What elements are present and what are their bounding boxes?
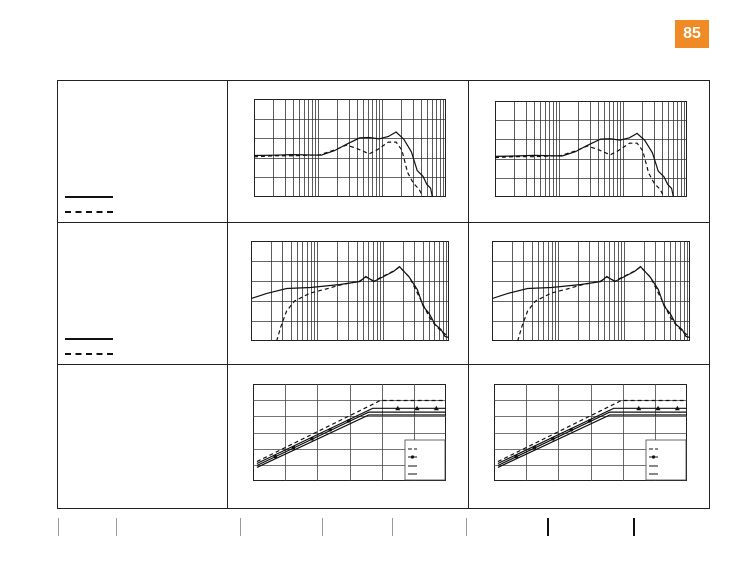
plot-frame (492, 241, 690, 341)
series-line-solid (254, 131, 434, 197)
data-point-marker (514, 454, 518, 459)
series-line-dashed (256, 399, 446, 463)
data-point-marker (414, 405, 420, 411)
data-point-marker (328, 428, 332, 432)
data-point-marker (433, 405, 439, 411)
series-line-triangle (497, 407, 687, 465)
series-line-solid (497, 414, 687, 468)
footer-divider (322, 518, 323, 536)
footer-divider (392, 518, 393, 536)
series-line-dashed (497, 399, 687, 463)
data-point-marker (674, 405, 680, 411)
legend-dashed-line (65, 353, 113, 355)
data-point-marker (395, 405, 401, 411)
series-line-dashed (254, 141, 424, 197)
legend-dashed-line (65, 211, 113, 213)
chart-legend-box (404, 439, 446, 481)
data-point-marker (310, 436, 314, 441)
data-point-marker (636, 405, 642, 411)
legend-solid-line (65, 196, 113, 198)
column-divider (468, 81, 469, 508)
frequency-response-chart-row2-right (492, 241, 690, 341)
series-line-triangle (256, 407, 446, 465)
footer-divider-active (547, 518, 549, 536)
series-line-dashed (495, 142, 665, 197)
frequency-response-chart-row2-left (251, 241, 449, 341)
footer-divider-active (633, 518, 635, 536)
page-number-badge: 85 (675, 20, 709, 48)
data-point-marker (291, 445, 296, 450)
data-point-marker (551, 436, 555, 441)
plot-frame (253, 384, 446, 481)
series-line-solid (256, 414, 446, 468)
spl-power-chart-row3-right (494, 384, 687, 481)
data-point-marker (569, 428, 573, 432)
series-line-dashed (517, 266, 690, 341)
row-divider (58, 222, 709, 223)
frequency-response-chart-row1-right (495, 101, 687, 197)
data-point-marker (273, 454, 277, 459)
plot-frame (495, 101, 687, 197)
plot-frame (254, 99, 446, 197)
data-point-marker (655, 405, 661, 411)
data-point-marker (587, 419, 592, 423)
data-point-marker (346, 419, 351, 423)
footer-divider (466, 518, 467, 536)
footer-divider (240, 518, 241, 536)
data-point-marker (532, 445, 537, 450)
legend-entry-marker (410, 455, 415, 459)
frequency-response-chart-row1-left (254, 99, 446, 197)
legend-entry-marker (651, 455, 656, 459)
footer-divider (116, 518, 117, 536)
series-line-dashed (276, 266, 449, 341)
legend-solid-line (65, 338, 113, 340)
spec-table (57, 80, 710, 509)
footer-divider (58, 518, 59, 536)
series-line-solid (495, 132, 675, 197)
chart-legend-box (645, 439, 687, 481)
spl-power-chart-row3-left (253, 384, 446, 481)
plot-frame (494, 384, 687, 481)
column-divider (227, 81, 228, 508)
row-divider (58, 364, 709, 365)
plot-frame (251, 241, 449, 341)
